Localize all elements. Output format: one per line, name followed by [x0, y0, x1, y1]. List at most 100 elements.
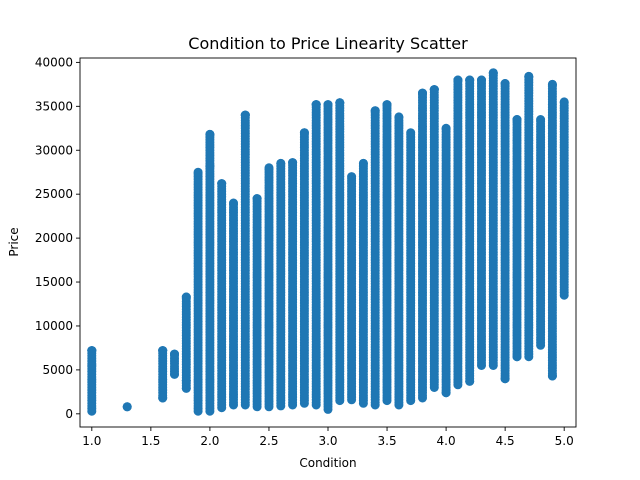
point-column	[370, 106, 380, 410]
data-point	[524, 71, 534, 81]
data-point	[311, 100, 321, 110]
data-point	[465, 376, 475, 386]
data-point	[170, 349, 179, 359]
data-point	[181, 383, 191, 393]
y-axis-label: Price	[7, 227, 21, 256]
chart-title: Condition to Price Linearity Scatter	[188, 34, 468, 53]
x-axis-ticks: 1.0 1.5 2.0 2.5 3.0 3.5 4.0 4.5 5.0	[82, 427, 574, 448]
x-tick-label: 4.0	[437, 434, 456, 448]
point-column	[217, 179, 227, 413]
data-point	[229, 198, 238, 208]
point-column	[347, 172, 357, 405]
point-column	[240, 110, 250, 410]
data-point	[323, 100, 333, 110]
y-tick-label: 10000	[35, 319, 73, 333]
point-column	[181, 292, 191, 393]
x-tick-label: 4.5	[496, 434, 515, 448]
data-point	[87, 346, 97, 356]
data-point	[418, 88, 427, 98]
data-point	[512, 115, 522, 124]
data-point	[559, 97, 569, 107]
point-column	[536, 115, 546, 350]
point-column	[406, 128, 416, 406]
point-column	[252, 194, 262, 412]
point-column	[288, 158, 298, 410]
data-point	[488, 68, 498, 78]
data-point	[240, 110, 250, 120]
y-tick-label: 5000	[42, 363, 73, 377]
data-point	[170, 369, 179, 379]
y-tick-label: 40000	[35, 55, 73, 69]
data-point	[217, 179, 227, 189]
point-column	[299, 128, 309, 408]
point-column	[418, 88, 427, 403]
point-column	[441, 123, 451, 398]
data-point	[477, 75, 486, 85]
point-column	[512, 115, 522, 362]
x-tick-label: 3.0	[318, 434, 337, 448]
data-point	[181, 375, 191, 385]
data-point	[276, 158, 286, 168]
data-point	[453, 75, 463, 85]
data-point	[347, 172, 357, 182]
point-column	[429, 85, 439, 392]
data-point	[122, 402, 132, 412]
data-point	[500, 374, 510, 384]
data-point	[205, 161, 215, 171]
data-point	[465, 75, 475, 85]
point-column	[276, 158, 286, 411]
point-column	[311, 100, 321, 410]
data-point	[394, 112, 404, 122]
point-column	[477, 75, 486, 370]
y-tick-label: 35000	[35, 99, 73, 113]
y-tick-label: 25000	[35, 187, 73, 201]
point-column	[488, 68, 498, 370]
x-tick-label: 1.5	[141, 434, 160, 448]
x-tick-label: 3.5	[378, 434, 397, 448]
point-column	[335, 98, 345, 406]
point-column	[453, 75, 463, 390]
data-point	[441, 123, 451, 133]
x-axis-label: Condition	[299, 456, 356, 470]
point-column	[500, 79, 510, 384]
point-column	[547, 79, 557, 381]
y-tick-label: 30000	[35, 143, 73, 157]
point-column	[264, 163, 274, 412]
x-tick-label: 1.0	[82, 434, 101, 448]
point-column	[524, 71, 534, 362]
point-column	[229, 198, 238, 410]
data-points	[87, 68, 569, 416]
data-point	[370, 106, 380, 116]
x-tick-label: 2.0	[200, 434, 219, 448]
data-point	[264, 163, 274, 173]
point-column	[358, 158, 368, 408]
data-point	[382, 100, 392, 110]
point-column	[87, 346, 97, 416]
data-point	[441, 388, 451, 398]
x-tick-label: 2.5	[259, 434, 278, 448]
data-point	[158, 346, 168, 356]
data-point	[512, 352, 522, 362]
data-point	[547, 79, 557, 89]
point-column	[394, 112, 404, 410]
data-point	[193, 167, 203, 177]
y-tick-label: 20000	[35, 231, 73, 245]
data-point	[429, 85, 439, 95]
point-column	[382, 100, 392, 406]
data-point	[252, 194, 262, 204]
data-point	[536, 115, 546, 124]
y-tick-label: 15000	[35, 275, 73, 289]
point-column	[323, 100, 333, 414]
data-point	[406, 128, 416, 138]
data-point	[547, 371, 557, 381]
data-point	[500, 79, 510, 88]
data-point	[335, 98, 345, 108]
point-column	[193, 167, 203, 416]
data-point	[181, 292, 191, 302]
y-tick-label: 0	[65, 407, 73, 421]
data-point	[205, 129, 215, 139]
data-point	[288, 158, 298, 168]
data-point	[299, 128, 309, 138]
point-column	[559, 97, 569, 300]
